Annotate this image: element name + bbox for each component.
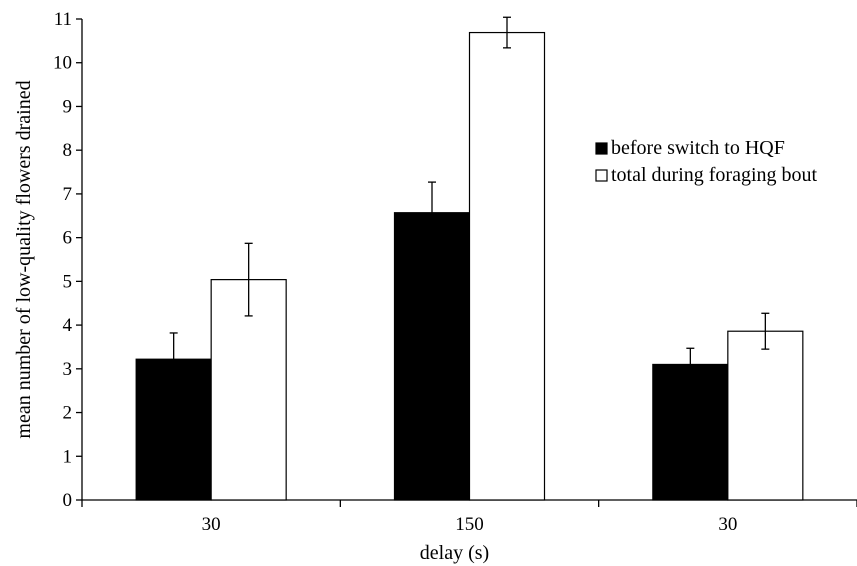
y-tick-label: 9 <box>63 96 73 117</box>
x-axis: 30 150 30 <box>81 499 857 535</box>
legend-label-total: total during foraging bout <box>611 164 818 186</box>
y-tick-label: 11 <box>54 9 72 30</box>
legend-label-before-switch: before switch to HQF <box>611 137 785 159</box>
bar-before-switch <box>393 212 471 501</box>
y-tick-label: 5 <box>63 271 73 292</box>
y-tick-label: 1 <box>63 446 73 467</box>
bar-total <box>727 330 804 501</box>
legend: before switch to HQF total during foragi… <box>595 137 818 186</box>
x-ticks: 30 150 30 <box>81 500 857 535</box>
bar-total <box>468 31 546 501</box>
x-axis-title: delay (s) <box>420 542 489 564</box>
y-tick-label: 0 <box>63 490 73 511</box>
y-tick-label: 6 <box>63 228 73 249</box>
bars <box>135 31 804 501</box>
y-tick-label: 4 <box>63 315 73 336</box>
y-tick-label: 10 <box>53 53 72 74</box>
y-tick-label: 7 <box>63 184 73 205</box>
y-tick-label: 8 <box>63 140 73 161</box>
y-tick-label: 3 <box>63 359 73 380</box>
legend-swatch-total <box>595 169 608 182</box>
x-tick-label: 30 <box>718 514 737 535</box>
y-tick-label: 2 <box>63 403 73 424</box>
y-ticks: 0 1 2 3 4 5 6 7 8 9 10 11 <box>53 9 82 511</box>
x-tick-label: 30 <box>202 514 221 535</box>
bar-before-switch <box>652 363 729 501</box>
y-axis: 0 1 2 3 4 5 6 7 8 9 10 11 <box>53 9 83 511</box>
x-tick-label: 150 <box>455 514 484 535</box>
y-axis-title: mean number of low-quality flowers drain… <box>13 80 35 438</box>
error-bars <box>169 16 770 387</box>
legend-swatch-before-switch <box>595 142 608 155</box>
